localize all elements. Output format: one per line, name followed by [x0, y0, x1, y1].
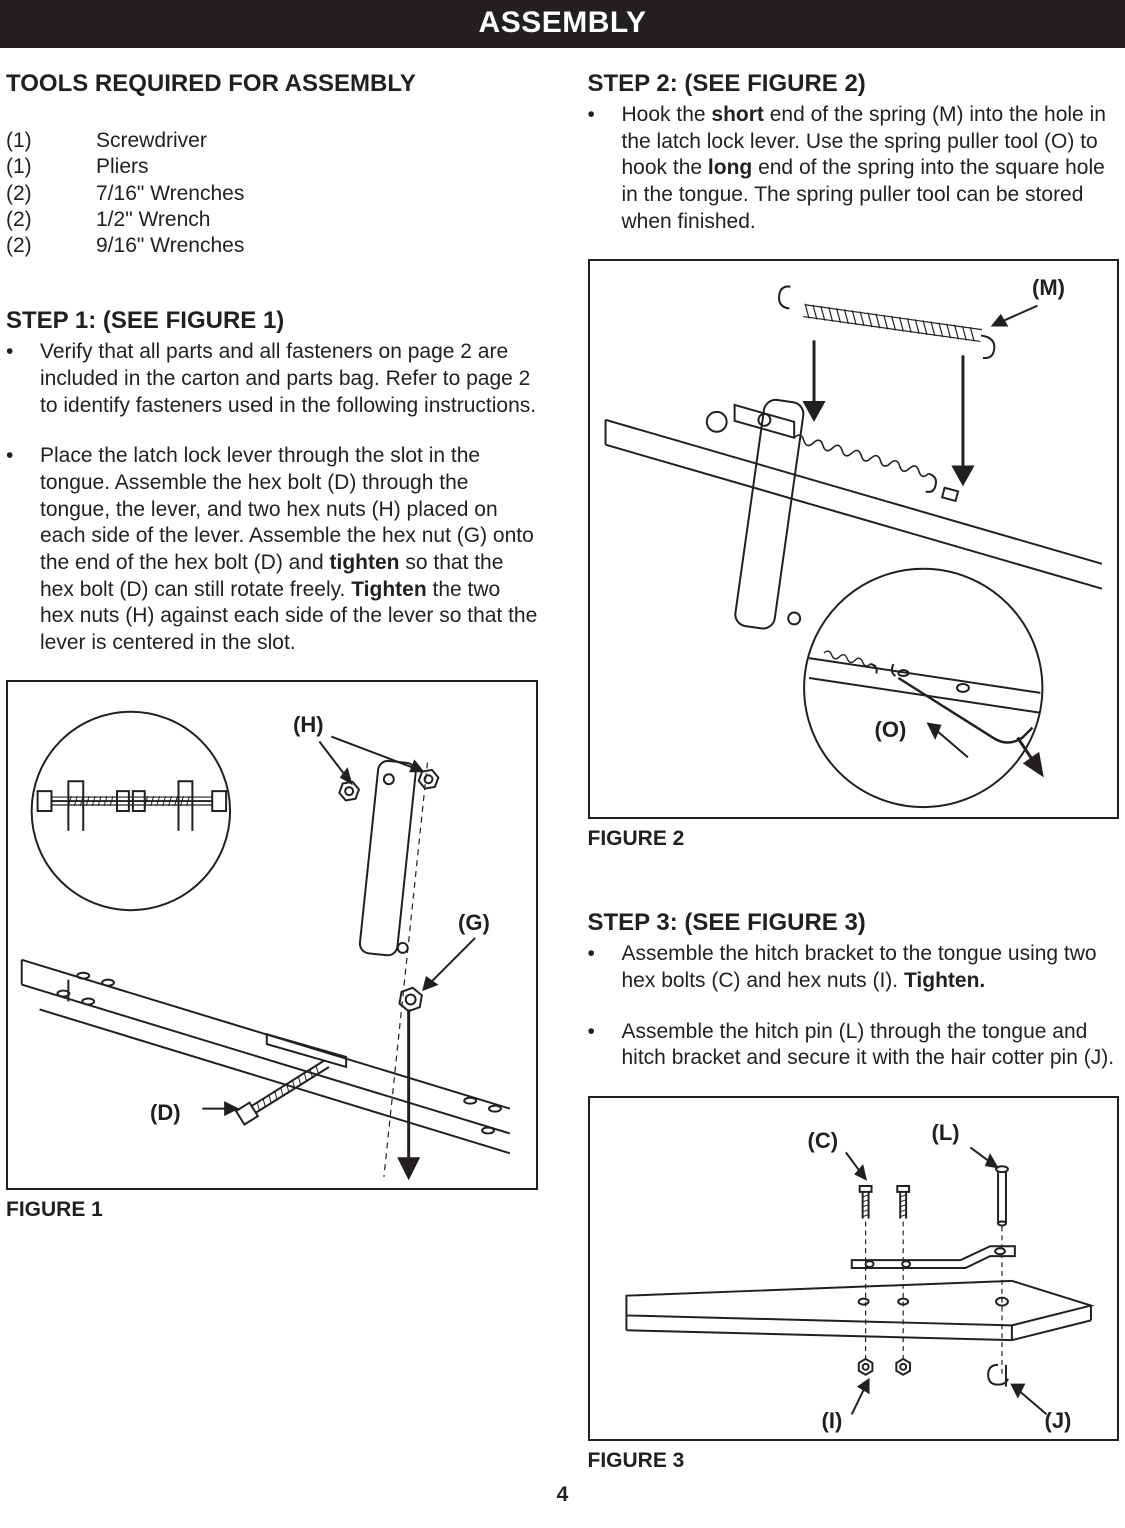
bullet-item: • Hook the short end of the spring (M) i… — [588, 102, 1120, 235]
label-m: (M) — [1032, 275, 1065, 301]
figure-1-caption: FIGURE 1 — [6, 1198, 538, 1222]
tool-name: 7/16" Wrenches — [96, 181, 244, 207]
tool-row: (1) Screwdriver — [6, 128, 538, 154]
step1-heading: STEP 1: (SEE FIGURE 1) — [6, 307, 538, 335]
step1-bullets: • Verify that all parts and all fastener… — [6, 339, 538, 656]
tool-qty: (1) — [6, 128, 96, 154]
figure-3-svg — [590, 1098, 1118, 1439]
tool-qty: (2) — [6, 207, 96, 233]
figure-3-caption: FIGURE 3 — [588, 1449, 1120, 1473]
tool-qty: (2) — [6, 233, 96, 259]
step2-bullets: • Hook the short end of the spring (M) i… — [588, 102, 1120, 235]
bullet-text: Verify that all parts and all fasteners … — [40, 339, 538, 419]
page-banner: ASSEMBLY — [0, 0, 1125, 48]
label-l: (L) — [932, 1120, 960, 1146]
bullet-text: Assemble the hitch pin (L) through the t… — [622, 1019, 1120, 1072]
step2-heading: STEP 2: (SEE FIGURE 2) — [588, 70, 1120, 98]
bullet-dot: • — [6, 443, 40, 656]
tool-name: Pliers — [96, 154, 149, 180]
tool-row: (1) Pliers — [6, 154, 538, 180]
bullet-dot: • — [588, 102, 622, 235]
tools-list: (1) Screwdriver (1) Pliers (2) 7/16" Wre… — [6, 128, 538, 259]
label-i: (I) — [822, 1408, 843, 1434]
tools-heading: TOOLS REQUIRED FOR ASSEMBLY — [6, 70, 538, 98]
bullet-dot: • — [6, 339, 40, 419]
step3-bullets: • Assemble the hitch bracket to the tong… — [588, 941, 1120, 1072]
tool-row: (2) 1/2" Wrench — [6, 207, 538, 233]
label-d: (D) — [150, 1100, 181, 1126]
label-h: (H) — [293, 712, 324, 738]
label-g: (G) — [458, 910, 490, 936]
bullet-dot: • — [588, 941, 622, 994]
figure-2-caption: FIGURE 2 — [588, 827, 1120, 851]
bullet-item: • Assemble the hitch pin (L) through the… — [588, 1019, 1120, 1072]
tool-qty: (1) — [6, 154, 96, 180]
figure-1-box: (H) (G) (D) — [6, 680, 538, 1190]
tool-name: 9/16" Wrenches — [96, 233, 244, 259]
figure-1-svg — [8, 682, 536, 1188]
bullet-item: • Verify that all parts and all fastener… — [6, 339, 538, 419]
bullet-text: Place the latch lock lever through the s… — [40, 443, 538, 656]
left-column: TOOLS REQUIRED FOR ASSEMBLY (1) Screwdri… — [6, 70, 538, 1473]
label-c: (C) — [808, 1128, 839, 1154]
tool-name: Screwdriver — [96, 128, 207, 154]
figure-2-svg — [590, 261, 1118, 817]
tool-qty: (2) — [6, 181, 96, 207]
tool-row: (2) 9/16" Wrenches — [6, 233, 538, 259]
bullet-dot: • — [588, 1019, 622, 1072]
step3-heading: STEP 3: (SEE FIGURE 3) — [588, 909, 1120, 937]
bullet-text: Hook the short end of the spring (M) int… — [622, 102, 1120, 235]
page-body: TOOLS REQUIRED FOR ASSEMBLY (1) Screwdri… — [0, 48, 1125, 1483]
bullet-text: Assemble the hitch bracket to the tongue… — [622, 941, 1120, 994]
tool-row: (2) 7/16" Wrenches — [6, 181, 538, 207]
label-j: (J) — [1045, 1408, 1072, 1434]
page-number: 4 — [0, 1483, 1125, 1511]
bullet-item: • Place the latch lock lever through the… — [6, 443, 538, 656]
label-o: (O) — [875, 717, 907, 743]
figure-2-box: (M) (O) — [588, 259, 1120, 819]
right-column: STEP 2: (SEE FIGURE 2) • Hook the short … — [588, 70, 1120, 1473]
bullet-item: • Assemble the hitch bracket to the tong… — [588, 941, 1120, 994]
tool-name: 1/2" Wrench — [96, 207, 210, 233]
figure-3-box: (C) (L) (I) (J) — [588, 1096, 1120, 1441]
